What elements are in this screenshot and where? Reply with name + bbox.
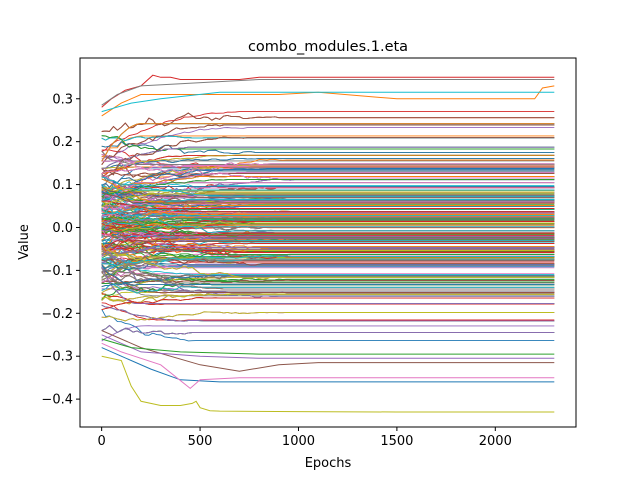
- y-tick-label: −0.3: [41, 350, 73, 365]
- series-line: [101, 324, 555, 335]
- series-line: [101, 186, 555, 192]
- series-line: [101, 135, 555, 141]
- series-line: [101, 135, 555, 151]
- series-line: [101, 256, 555, 267]
- series-line: [101, 279, 555, 284]
- series-line: [101, 247, 555, 267]
- y-tick-label: −0.2: [41, 307, 73, 322]
- series-line: [101, 254, 555, 273]
- series-line: [101, 111, 555, 153]
- series-line: [101, 248, 555, 256]
- series-line: [101, 297, 555, 311]
- series-line: [101, 242, 555, 280]
- y-tick-label: 0.2: [52, 135, 73, 150]
- series-layer: [101, 74, 555, 413]
- series-line: [101, 173, 555, 202]
- series-line: [101, 213, 555, 251]
- plot-frame: [79, 57, 577, 428]
- series-line: [101, 169, 555, 188]
- x-axis-label: Epochs: [305, 456, 352, 471]
- series-line: [101, 311, 555, 322]
- series-line: [101, 304, 555, 322]
- series-line: [101, 284, 555, 294]
- series-line: [101, 205, 555, 220]
- series-line: [101, 165, 555, 175]
- series-line: [101, 255, 555, 266]
- y-tick-label: 0.3: [52, 92, 73, 107]
- series-line: [101, 250, 555, 290]
- x-tick-label: 500: [188, 434, 213, 449]
- series-line: [101, 228, 555, 236]
- series-line: [101, 234, 555, 248]
- series-line: [101, 272, 555, 292]
- series-line: [101, 168, 555, 201]
- series-line: [101, 166, 555, 175]
- series-line: [101, 211, 555, 217]
- series-line: [101, 229, 555, 240]
- series-line: [101, 325, 555, 342]
- series-line: [101, 136, 555, 176]
- series-line: [101, 232, 555, 248]
- series-line-outlier: [101, 330, 555, 372]
- series-line-outlier: [101, 355, 555, 413]
- series-line: [101, 308, 555, 342]
- series-line: [101, 248, 555, 284]
- series-line: [101, 193, 555, 208]
- series-line-outlier: [101, 91, 555, 113]
- series-line: [101, 157, 555, 169]
- series-line-outlier: [101, 79, 555, 106]
- y-tick-label: −0.1: [41, 264, 73, 279]
- series-line: [101, 207, 555, 234]
- series-line: [101, 124, 555, 165]
- series-line: [101, 123, 555, 162]
- series-line: [101, 176, 555, 198]
- series-line: [101, 242, 555, 253]
- series-line: [101, 293, 555, 301]
- series-line: [101, 179, 555, 198]
- y-tick-label: −0.4: [41, 393, 73, 408]
- series-line: [101, 209, 555, 225]
- y-tick-label: 0.1: [52, 178, 73, 193]
- series-line-outlier: [101, 342, 555, 390]
- series-line: [101, 264, 555, 286]
- series-line: [101, 232, 555, 253]
- x-tick-label: 1000: [282, 434, 315, 449]
- series-line-outlier: [101, 338, 555, 355]
- x-axis: 0 500 1000 1500 2000: [98, 427, 512, 449]
- x-tick-label: 1500: [380, 434, 413, 449]
- series-line: [101, 220, 555, 235]
- y-axis: −0.4 −0.3 −0.2 −0.1 0.0 0.1 0.2 0.3: [41, 92, 80, 408]
- x-tick-label: 0: [98, 434, 106, 449]
- series-line: [101, 212, 555, 242]
- series-line: [101, 112, 555, 132]
- y-tick-label: 0.0: [52, 221, 73, 236]
- series-line: [101, 192, 555, 204]
- series-line: [101, 270, 555, 280]
- series-line: [101, 244, 555, 256]
- series-line: [101, 260, 555, 298]
- series-line-outlier: [101, 334, 555, 359]
- chart-title: combo_modules.1.eta: [248, 39, 408, 55]
- series-line: [101, 263, 555, 283]
- x-tick-label: 2000: [479, 434, 512, 449]
- series-line-outlier: [101, 74, 555, 108]
- series-line: [101, 160, 555, 179]
- series-line-outlier: [101, 347, 555, 383]
- series-line: [101, 215, 555, 241]
- y-axis-label: Value: [17, 224, 32, 260]
- series-line: [101, 200, 555, 209]
- series-line: [101, 146, 555, 169]
- series-line: [101, 275, 555, 288]
